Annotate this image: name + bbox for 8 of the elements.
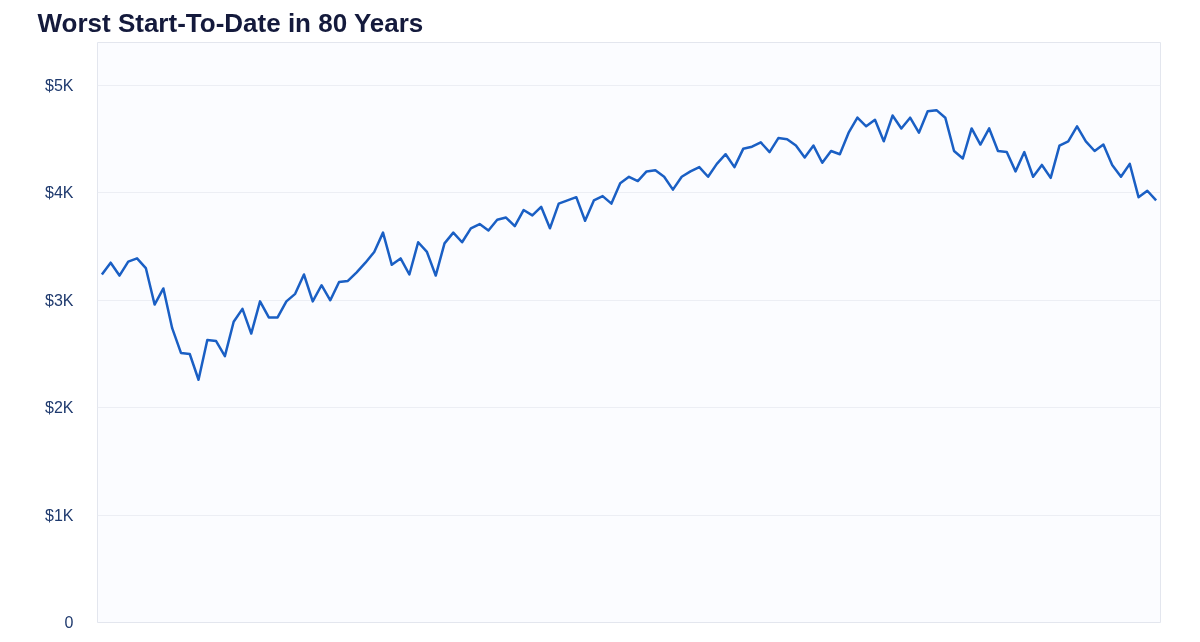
- line-series: [100, 108, 1158, 382]
- y-tick-label: $5K: [45, 76, 74, 94]
- y-tick-label: $1K: [45, 506, 74, 524]
- y-tick-label: $2K: [45, 399, 74, 417]
- chart-title: Worst Start-To-Date in 80 Years: [37, 7, 424, 38]
- y-tick-label: $4K: [45, 184, 74, 202]
- y-tick-label: $3K: [45, 291, 74, 309]
- y-tick-label: 0: [64, 614, 74, 631]
